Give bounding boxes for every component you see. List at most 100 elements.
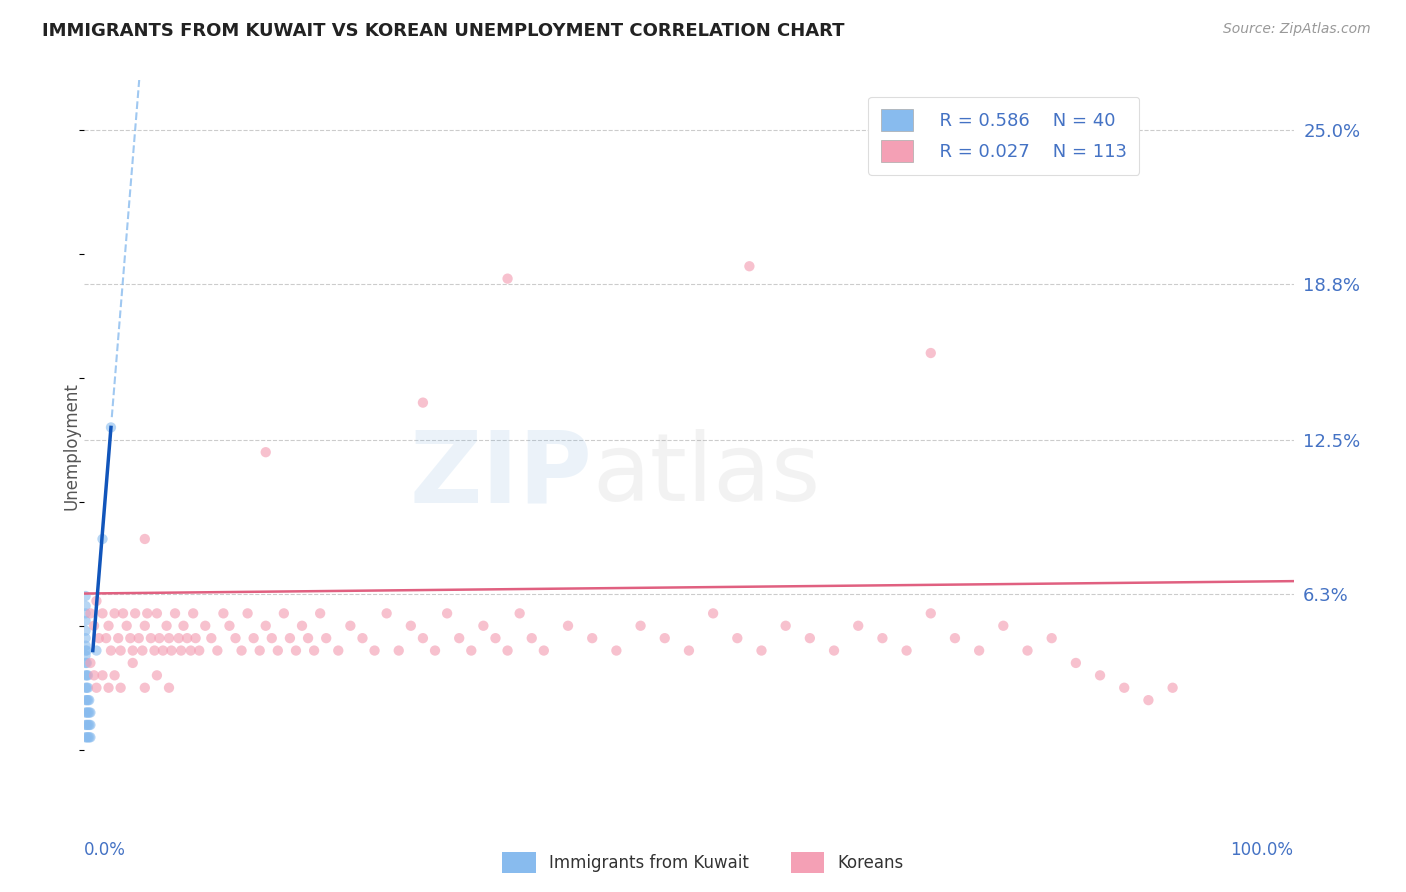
Point	[76, 681, 98, 695]
Point	[375, 607, 398, 621]
Point	[496, 271, 519, 285]
Point	[284, 643, 308, 657]
Point	[134, 532, 156, 546]
Point	[236, 607, 259, 621]
Point	[79, 656, 101, 670]
Point	[1064, 656, 1087, 670]
Point	[678, 643, 700, 657]
Point	[91, 607, 114, 621]
Point	[449, 631, 471, 645]
Point	[157, 681, 180, 695]
Point	[436, 607, 458, 621]
Point	[115, 619, 138, 633]
Point	[388, 643, 411, 657]
Point	[160, 643, 183, 657]
Point	[254, 619, 277, 633]
Point	[823, 643, 845, 657]
Point	[139, 631, 162, 645]
Point	[302, 643, 325, 657]
Point	[184, 631, 207, 645]
Point	[581, 631, 603, 645]
Point	[273, 607, 295, 621]
Point	[412, 631, 434, 645]
Point	[91, 668, 114, 682]
Point	[110, 681, 132, 695]
Point	[181, 607, 204, 621]
Point	[76, 643, 98, 657]
Point	[920, 607, 942, 621]
Point	[225, 631, 247, 645]
Point	[993, 619, 1015, 633]
Point	[77, 706, 100, 720]
Point	[872, 631, 894, 645]
Point	[104, 607, 127, 621]
Point	[136, 607, 159, 621]
Point	[77, 731, 100, 745]
Text: Source: ZipAtlas.com: Source: ZipAtlas.com	[1223, 22, 1371, 37]
Point	[339, 619, 361, 633]
Point	[167, 631, 190, 645]
Point	[231, 643, 253, 657]
Point	[143, 643, 166, 657]
Point	[1088, 668, 1111, 682]
Point	[1137, 693, 1160, 707]
Point	[170, 643, 193, 657]
Point	[120, 631, 142, 645]
Point	[509, 607, 531, 621]
Point	[134, 619, 156, 633]
Point	[315, 631, 337, 645]
Point	[75, 614, 97, 628]
Point	[107, 631, 129, 645]
Point	[260, 631, 283, 645]
Point	[86, 594, 108, 608]
Point	[75, 648, 97, 663]
Point	[194, 619, 217, 633]
Y-axis label: Unemployment: Unemployment	[62, 382, 80, 510]
Point	[76, 731, 98, 745]
Point	[297, 631, 319, 645]
Point	[75, 731, 97, 745]
Point	[725, 631, 748, 645]
Point	[77, 693, 100, 707]
Point	[799, 631, 821, 645]
Point	[75, 589, 97, 603]
Point	[472, 619, 495, 633]
Point	[77, 681, 100, 695]
Point	[75, 718, 97, 732]
Text: IMMIGRANTS FROM KUWAIT VS KOREAN UNEMPLOYMENT CORRELATION CHART: IMMIGRANTS FROM KUWAIT VS KOREAN UNEMPLO…	[42, 22, 845, 40]
Point	[920, 346, 942, 360]
Point	[146, 607, 169, 621]
Point	[180, 643, 202, 657]
Point	[76, 706, 98, 720]
Point	[1040, 631, 1063, 645]
Point	[77, 706, 100, 720]
Legend: Immigrants from Kuwait, Koreans: Immigrants from Kuwait, Koreans	[496, 846, 910, 880]
Point	[176, 631, 198, 645]
Point	[75, 656, 97, 670]
Text: ZIP: ZIP	[409, 426, 592, 524]
Point	[605, 643, 627, 657]
Point	[630, 619, 652, 633]
Point	[412, 395, 434, 409]
Point	[83, 619, 105, 633]
Point	[97, 681, 120, 695]
Point	[291, 619, 314, 633]
Point	[104, 668, 127, 682]
Point	[654, 631, 676, 645]
Point	[249, 643, 271, 657]
Point	[155, 619, 177, 633]
Point	[77, 668, 100, 682]
Point	[173, 619, 195, 633]
Point	[124, 607, 146, 621]
Point	[152, 643, 174, 657]
Point	[75, 607, 97, 621]
Text: 100.0%: 100.0%	[1230, 841, 1294, 859]
Point	[896, 643, 918, 657]
Point	[423, 643, 446, 657]
Text: atlas: atlas	[592, 429, 821, 521]
Point	[557, 619, 579, 633]
Point	[775, 619, 797, 633]
Point	[207, 643, 229, 657]
Point	[76, 693, 98, 707]
Point	[100, 643, 122, 657]
